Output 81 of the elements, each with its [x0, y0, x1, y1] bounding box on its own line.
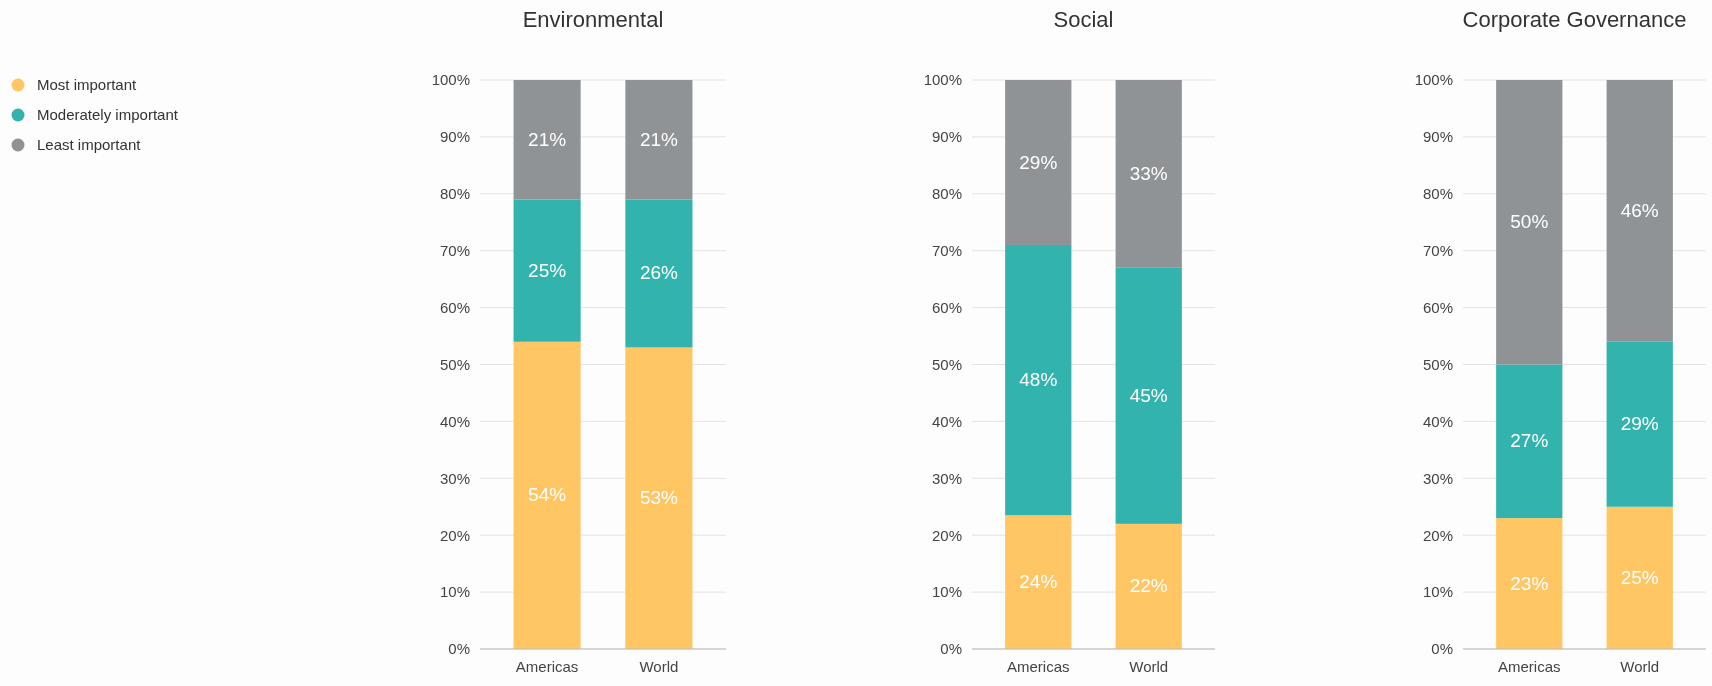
bar	[625, 199, 693, 348]
chart-title: Corporate Governance	[1462, 7, 1687, 32]
y-tick-label: 20%	[439, 526, 470, 544]
y-tick-label: 0%	[448, 640, 470, 658]
data-label: 29%	[1620, 413, 1659, 435]
data-label: 50%	[1510, 211, 1549, 233]
data-label: 23%	[1510, 572, 1549, 594]
y-tick-label: 30%	[1422, 469, 1453, 487]
y-tick-label: 0%	[1431, 640, 1453, 658]
x-tick-label: World	[1620, 657, 1660, 675]
data-label: 53%	[639, 487, 679, 509]
data-label: 48%	[1019, 369, 1058, 391]
data-label: 21%	[639, 128, 679, 150]
y-tick-label: 40%	[1422, 412, 1453, 430]
bar	[625, 80, 693, 200]
bar	[1005, 80, 1072, 246]
data-label: 25%	[528, 259, 567, 281]
y-tick-label: 70%	[439, 242, 470, 259]
bar	[1606, 341, 1673, 507]
data-label: 27%	[1510, 430, 1549, 452]
y-tick-label: 90%	[1422, 128, 1453, 146]
y-tick-label: 40%	[439, 412, 470, 430]
y-tick-label: 80%	[1422, 185, 1453, 203]
y-tick-label: 90%	[931, 128, 962, 146]
y-tick-label: 30%	[931, 469, 962, 487]
data-label: 46%	[1620, 199, 1659, 221]
y-tick-label: 100%	[923, 71, 962, 89]
bar	[513, 199, 581, 342]
bar	[1115, 523, 1182, 649]
bar	[1496, 518, 1563, 649]
bar	[1005, 245, 1072, 516]
y-tick-label: 70%	[1422, 242, 1453, 259]
y-tick-label: 70%	[931, 242, 962, 259]
x-tick-label: Americas	[1007, 657, 1070, 675]
y-tick-label: 60%	[931, 298, 962, 316]
data-label: 54%	[528, 484, 567, 506]
y-tick-label: 80%	[439, 185, 470, 203]
data-label: 33%	[1129, 162, 1168, 184]
bar	[513, 341, 581, 649]
bar	[1496, 364, 1563, 519]
y-tick-label: 20%	[1422, 526, 1453, 544]
legend-label: Most important	[37, 76, 138, 93]
y-tick-label: 0%	[940, 640, 962, 658]
x-tick-label: World	[639, 657, 679, 675]
y-tick-label: 20%	[931, 526, 962, 544]
bar	[1496, 80, 1563, 365]
bar	[1606, 80, 1673, 342]
bar	[625, 347, 693, 649]
y-tick-label: 30%	[439, 469, 470, 487]
y-tick-label: 10%	[1422, 583, 1453, 601]
x-tick-label: Americas	[1498, 657, 1561, 675]
chart-title: Environmental	[522, 7, 664, 32]
bar	[1115, 267, 1182, 524]
x-tick-label: World	[1129, 657, 1169, 675]
legend-label: Least important	[37, 136, 142, 153]
y-tick-label: 60%	[1422, 298, 1453, 316]
data-label: 22%	[1129, 575, 1168, 597]
y-tick-label: 60%	[439, 298, 470, 316]
bar	[1005, 515, 1072, 649]
y-tick-label: 50%	[1422, 355, 1453, 373]
y-tick-label: 100%	[1414, 71, 1453, 89]
data-label: 25%	[1620, 566, 1659, 588]
y-tick-label: 90%	[439, 128, 470, 146]
y-tick-label: 50%	[931, 355, 962, 373]
y-tick-label: 80%	[931, 185, 962, 203]
data-label: 45%	[1129, 384, 1168, 406]
y-tick-label: 40%	[931, 412, 962, 430]
chart-title: Social	[1053, 7, 1114, 32]
bar	[513, 80, 581, 200]
data-label: 29%	[1019, 151, 1058, 173]
bar	[1606, 506, 1673, 649]
data-label: 24%	[1019, 571, 1058, 593]
legend-label: Moderately important	[37, 106, 179, 123]
bar	[1115, 80, 1182, 268]
y-tick-label: 50%	[439, 355, 470, 373]
y-tick-label: 10%	[931, 583, 962, 601]
data-label: 26%	[639, 262, 679, 284]
y-tick-label: 100%	[431, 71, 470, 89]
data-label: 21%	[528, 128, 567, 150]
y-tick-label: 10%	[439, 583, 470, 601]
x-tick-label: Americas	[515, 657, 579, 675]
